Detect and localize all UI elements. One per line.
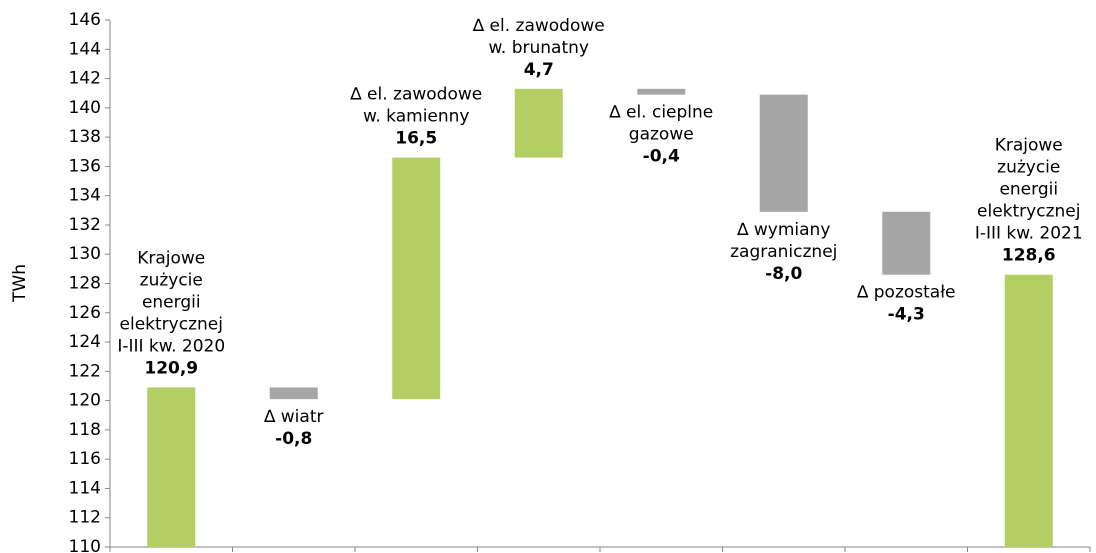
category-label: zużycie [997,158,1060,178]
category-label: I-III kw. 2020 [117,336,225,356]
category-label: zużycie [140,270,203,290]
bar [882,211,931,275]
category-label: ∆ el. cieplne [608,103,713,123]
category-label: ∆ el. zawodowe [472,16,605,36]
bar [147,387,196,547]
category-label: w. kamienny [363,107,469,127]
y-tick-label: 124 [69,332,101,352]
category-label: w. brunatny [489,38,589,58]
y-tick-label: 138 [69,127,101,147]
category-label: Krajowe [995,136,1063,156]
y-tick-label: 144 [69,39,101,59]
y-tick-label: 132 [69,215,101,235]
y-tick-label: 136 [69,156,101,176]
y-tick-label: 130 [69,244,101,264]
y-tick-label: 146 [69,10,101,30]
category-label: zagranicznej [730,242,837,262]
y-axis-label: TWh [10,264,30,303]
category-label: ∆ wymiany [736,220,830,240]
y-tick-label: 112 [69,508,101,528]
y-tick-label: 122 [69,361,101,381]
category-label: gazowe [629,125,694,145]
y-tick-label: 110 [69,537,101,553]
y-tick-label: 142 [69,69,101,89]
y-tick-label: 140 [69,98,101,118]
value-label: 4,7 [524,60,554,80]
y-tick-label: 116 [69,449,101,469]
bar [637,88,686,95]
category-label: I-III kw. 2021 [975,224,1083,244]
value-label: 120,9 [144,358,198,378]
bar [1004,274,1053,547]
bar [269,387,318,400]
y-tick-label: 118 [69,420,101,440]
category-label: ∆ el. zawodowe [349,85,482,105]
category-label: ∆ pozostałe [856,283,956,303]
value-label: 128,6 [1002,246,1056,266]
category-label: energii [142,292,201,312]
category-label: Krajowe [137,248,205,268]
y-tick-label: 126 [69,303,101,323]
y-tick-label: 134 [69,186,101,206]
category-label: elektrycznej [120,314,223,334]
bar [392,157,441,400]
bar [514,88,563,158]
value-label: 16,5 [395,129,437,149]
y-tick-label: 128 [69,274,101,294]
y-tick-label: 120 [69,391,101,411]
y-tick-label: 114 [69,478,101,498]
category-label: elektrycznej [977,202,1080,222]
value-label: -4,3 [888,305,925,325]
bar [759,94,808,212]
value-label: -0,8 [275,429,312,449]
value-label: -0,4 [643,147,680,167]
value-label: -8,0 [765,264,802,284]
category-label: energii [999,180,1058,200]
category-label: ∆ wiatr [263,407,323,427]
